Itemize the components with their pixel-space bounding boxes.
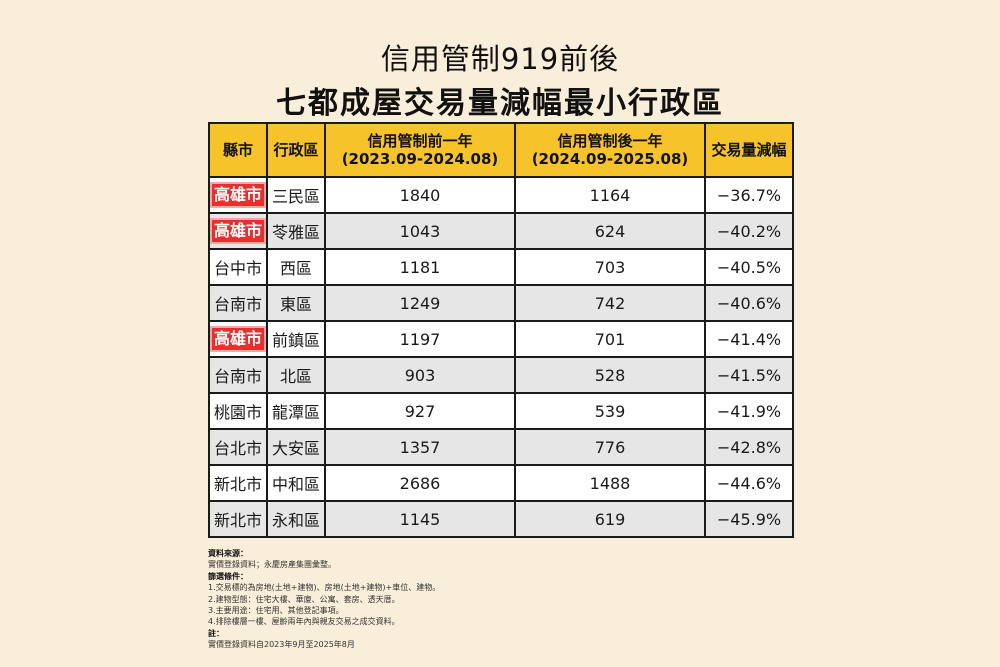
- header-after-period: (2024.09-2025.08): [531, 150, 689, 168]
- table-row: 台南市 東區 1249 742 −40.6%: [208, 284, 794, 322]
- before-count-cell: 1357: [324, 428, 516, 466]
- city-cell: 台南市: [208, 356, 268, 394]
- before-count-cell: 1145: [324, 500, 516, 538]
- city-cell: 台北市: [208, 428, 268, 466]
- district-table: 縣市 行政區 信用管制前一年 (2023.09-2024.08) 信用管制後一年…: [208, 122, 794, 538]
- city-highlight-badge: 高雄市: [210, 182, 266, 208]
- note-label: 註：: [208, 628, 224, 638]
- city-cell: 桃園市: [208, 392, 268, 430]
- change-cell: −36.7%: [704, 176, 794, 214]
- header-change: 交易量減幅: [704, 122, 794, 178]
- title-line-1: 信用管制919前後: [380, 42, 620, 76]
- after-count-cell: 539: [514, 392, 706, 430]
- change-cell: −41.5%: [704, 356, 794, 394]
- district-cell: 北區: [266, 356, 326, 394]
- city-cell: 高雄市: [208, 176, 268, 214]
- table-row: 新北市 永和區 1145 619 −45.9%: [208, 500, 794, 538]
- district-cell: 三民區: [266, 176, 326, 214]
- change-cell: −44.6%: [704, 464, 794, 502]
- after-count-cell: 742: [514, 284, 706, 322]
- change-cell: −40.5%: [704, 248, 794, 286]
- table-row: 台南市 北區 903 528 −41.5%: [208, 356, 794, 394]
- after-count-cell: 624: [514, 212, 706, 250]
- table-row: 台北市 大安區 1357 776 −42.8%: [208, 428, 794, 466]
- district-cell: 西區: [266, 248, 326, 286]
- city-label: 台南市: [213, 295, 262, 314]
- change-cell: −40.2%: [704, 212, 794, 250]
- before-count-cell: 903: [324, 356, 516, 394]
- table-row: 高雄市 前鎮區 1197 701 −41.4%: [208, 320, 794, 358]
- table-row: 桃園市 龍潭區 927 539 −41.9%: [208, 392, 794, 430]
- table-row: 高雄市 苓雅區 1043 624 −40.2%: [208, 212, 794, 250]
- district-cell: 苓雅區: [266, 212, 326, 250]
- header-after-title: 信用管制後一年: [557, 132, 663, 150]
- after-count-cell: 619: [514, 500, 706, 538]
- city-highlight-badge: 高雄市: [210, 326, 266, 352]
- title-line-2: 七都成屋交易量減幅最小行政區: [276, 86, 724, 121]
- filter-item: 3.主要用途：住宅用、其他登記事項。: [208, 606, 344, 616]
- district-cell: 東區: [266, 284, 326, 322]
- district-cell: 龍潭區: [266, 392, 326, 430]
- before-count-cell: 1043: [324, 212, 516, 250]
- city-cell: 新北市: [208, 500, 268, 538]
- header-after: 信用管制後一年 (2024.09-2025.08): [514, 122, 706, 178]
- note-text: 實價登錄資料自2023年9月至2025年8月: [208, 640, 355, 650]
- source-text: 實價登錄資料；永慶房產集團彙整。: [208, 560, 336, 570]
- table-row: 高雄市 三民區 1840 1164 −36.7%: [208, 176, 794, 214]
- change-cell: −40.6%: [704, 284, 794, 322]
- city-cell: 台南市: [208, 284, 268, 322]
- table-row: 台中市 西區 1181 703 −40.5%: [208, 248, 794, 286]
- change-cell: −41.4%: [704, 320, 794, 358]
- change-cell: −42.8%: [704, 428, 794, 466]
- after-count-cell: 1164: [514, 176, 706, 214]
- city-label: 台南市: [213, 367, 262, 386]
- header-before-title: 信用管制前一年: [367, 132, 473, 150]
- after-count-cell: 703: [514, 248, 706, 286]
- filter-item: 2.建物型態：住宅大樓、華廈、公寓、套房、透天厝。: [208, 594, 400, 604]
- filter-item: 1.交易標的為房地(土地+建物)、房地(土地+建物)+車位、建物。: [208, 583, 441, 593]
- district-cell: 中和區: [266, 464, 326, 502]
- before-count-cell: 927: [324, 392, 516, 430]
- filter-item: 4.排除樓層一樓、屋齡兩年內與親友交易之成交資料。: [208, 617, 400, 627]
- before-count-cell: 2686: [324, 464, 516, 502]
- city-cell: 新北市: [208, 464, 268, 502]
- header-city: 縣市: [208, 122, 268, 178]
- city-highlight-badge: 高雄市: [210, 218, 266, 244]
- filter-label: 篩選條件：: [208, 571, 248, 581]
- header-before: 信用管制前一年 (2023.09-2024.08): [324, 122, 516, 178]
- city-label: 桃園市: [213, 403, 262, 422]
- change-cell: −41.9%: [704, 392, 794, 430]
- table-row: 新北市 中和區 2686 1488 −44.6%: [208, 464, 794, 502]
- city-cell: 高雄市: [208, 212, 268, 250]
- header-before-period: (2023.09-2024.08): [341, 150, 499, 168]
- notes-section: 資料來源： 實價登錄資料；永慶房產集團彙整。 篩選條件： 1.交易標的為房地(土…: [208, 548, 792, 651]
- before-count-cell: 1197: [324, 320, 516, 358]
- after-count-cell: 1488: [514, 464, 706, 502]
- city-label: 台北市: [213, 439, 262, 458]
- district-cell: 前鎮區: [266, 320, 326, 358]
- city-cell: 台中市: [208, 248, 268, 286]
- district-cell: 永和區: [266, 500, 326, 538]
- header-district: 行政區: [266, 122, 326, 178]
- after-count-cell: 776: [514, 428, 706, 466]
- table-header-row: 縣市 行政區 信用管制前一年 (2023.09-2024.08) 信用管制後一年…: [208, 122, 794, 178]
- after-count-cell: 701: [514, 320, 706, 358]
- change-cell: −45.9%: [704, 500, 794, 538]
- before-count-cell: 1249: [324, 284, 516, 322]
- after-count-cell: 528: [514, 356, 706, 394]
- district-cell: 大安區: [266, 428, 326, 466]
- before-count-cell: 1840: [324, 176, 516, 214]
- city-cell: 高雄市: [208, 320, 268, 358]
- city-label: 新北市: [213, 511, 262, 530]
- before-count-cell: 1181: [324, 248, 516, 286]
- city-label: 新北市: [213, 475, 262, 494]
- city-label: 台中市: [213, 259, 262, 278]
- source-label: 資料來源：: [208, 549, 248, 558]
